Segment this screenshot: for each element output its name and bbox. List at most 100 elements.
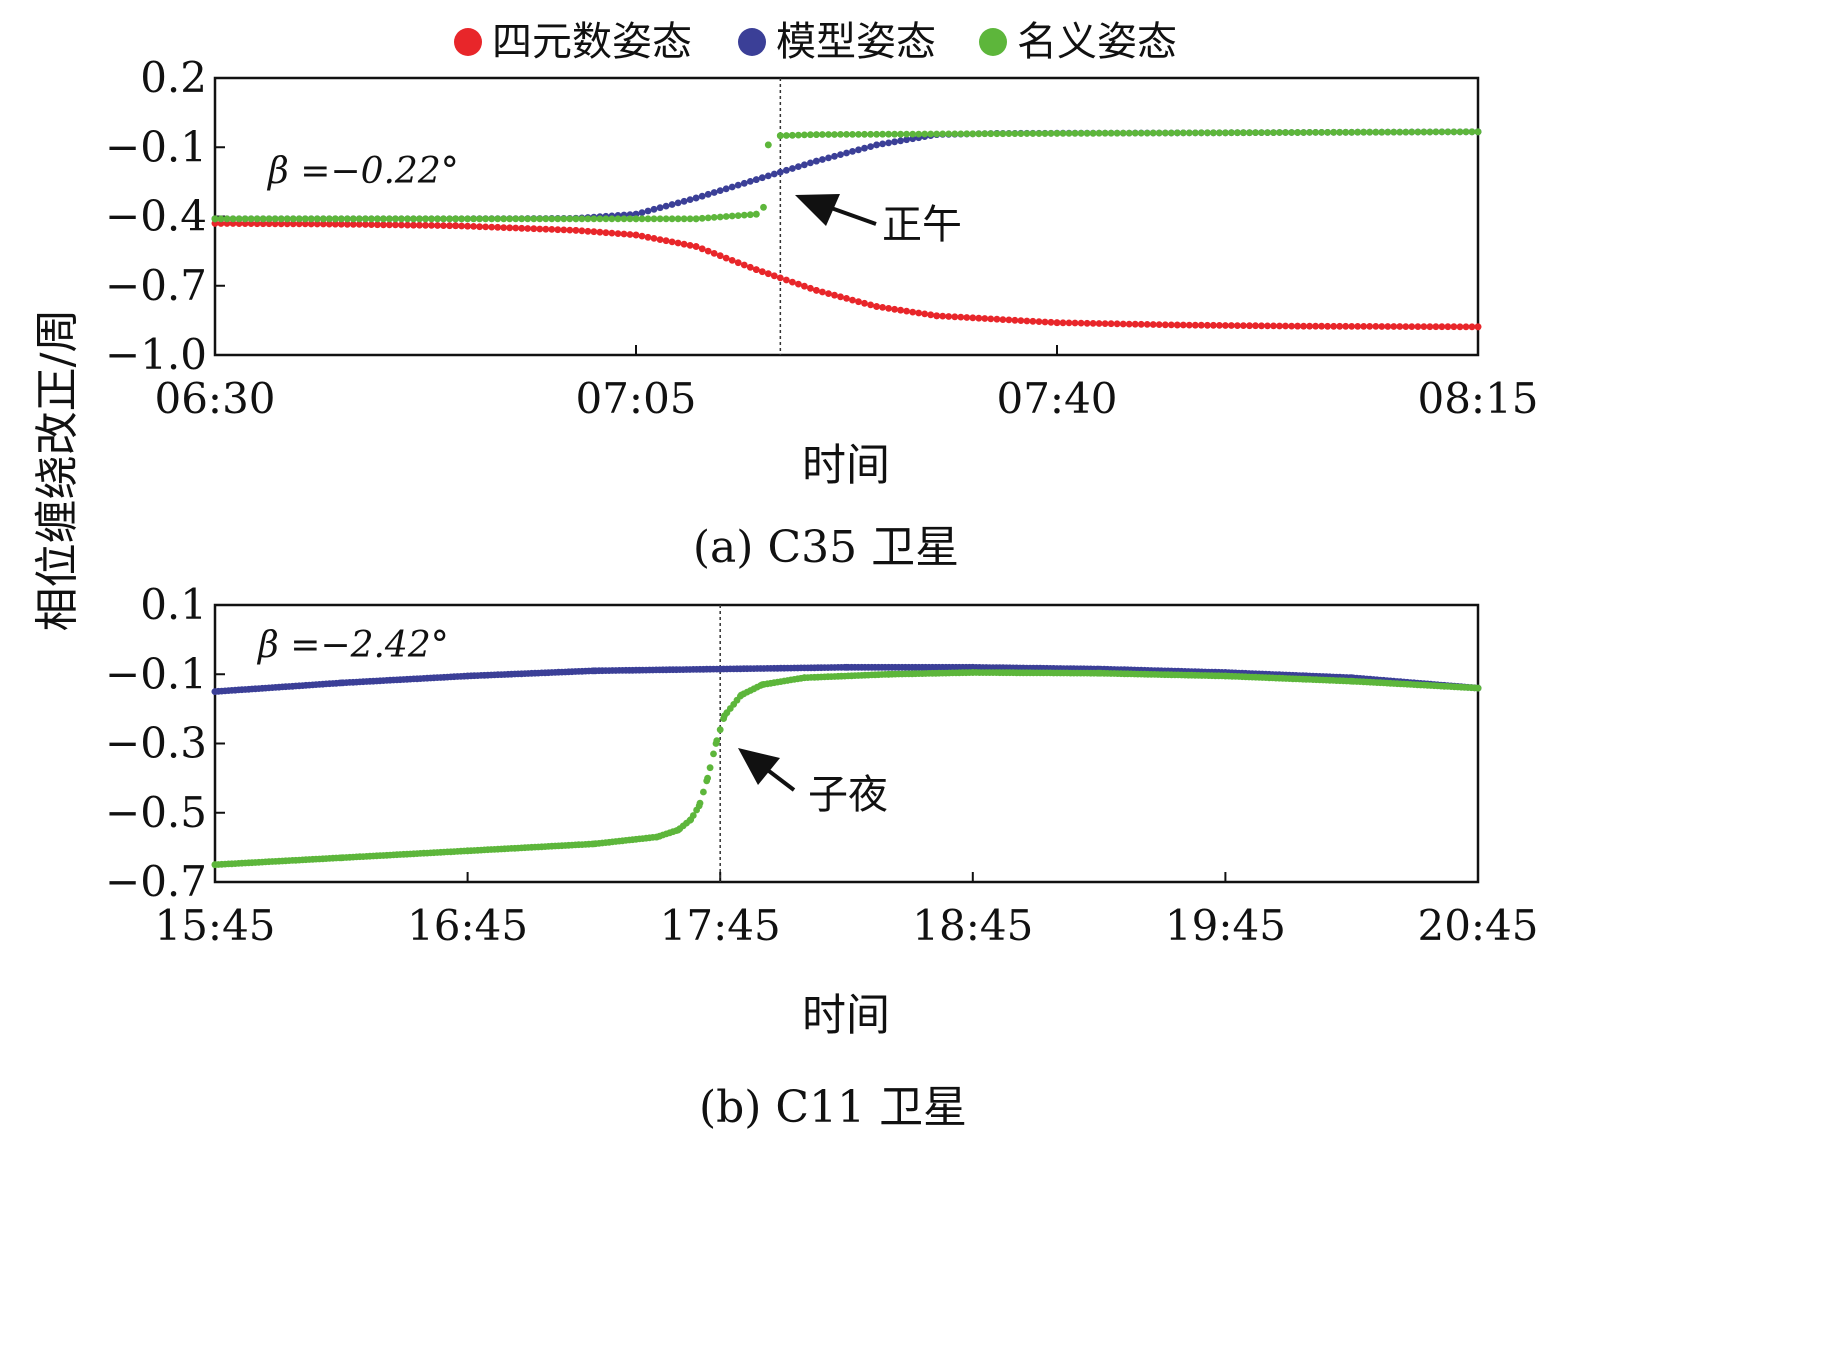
data-point xyxy=(1143,129,1151,137)
data-point xyxy=(813,157,820,165)
data-point xyxy=(398,221,405,229)
data-point xyxy=(566,215,574,223)
data-point xyxy=(349,215,357,223)
data-point xyxy=(700,788,707,796)
data-point xyxy=(1402,323,1410,330)
data-point xyxy=(1324,129,1331,136)
data-point xyxy=(524,215,532,223)
data-point xyxy=(770,272,778,280)
data-point xyxy=(1234,129,1241,137)
data-point xyxy=(1282,322,1289,330)
data-point xyxy=(1396,128,1404,136)
data-point xyxy=(933,130,941,138)
data-point xyxy=(1017,317,1025,324)
data-point xyxy=(891,138,898,146)
data-point xyxy=(1101,320,1109,327)
data-point xyxy=(1252,129,1259,137)
data-point xyxy=(698,192,706,200)
data-point xyxy=(1366,128,1374,136)
data-point xyxy=(1318,129,1325,136)
data-point xyxy=(440,215,447,223)
data-point xyxy=(674,199,682,207)
data-point xyxy=(223,215,231,223)
data-point xyxy=(698,245,706,253)
data-point xyxy=(404,221,411,229)
data-point xyxy=(476,215,483,223)
data-point xyxy=(1324,322,1331,330)
data-point xyxy=(1125,129,1133,137)
data-point xyxy=(1450,323,1458,331)
data-point xyxy=(951,313,959,321)
data-point xyxy=(1119,129,1127,137)
data-point xyxy=(861,144,868,152)
data-point xyxy=(1372,128,1380,136)
data-point xyxy=(686,196,694,204)
data-point xyxy=(1185,129,1193,137)
data-point xyxy=(362,221,369,228)
data-point xyxy=(837,131,844,138)
data-point xyxy=(1077,129,1085,137)
data-point xyxy=(891,305,898,313)
panel-a-x-ticks: 06:30 07:05 07:40 08:15 xyxy=(154,345,1539,423)
panel-b-x-ticks: 15:45 16:45 17:45 18:45 19:45 20:45 xyxy=(154,872,1539,950)
data-point xyxy=(217,220,225,227)
data-point xyxy=(843,149,850,157)
data-point xyxy=(392,215,399,223)
data-point xyxy=(211,861,219,869)
data-point xyxy=(644,215,652,223)
data-point xyxy=(1426,323,1434,331)
data-point xyxy=(590,215,598,223)
data-point xyxy=(1185,321,1193,329)
data-point xyxy=(1095,669,1103,677)
data-point xyxy=(695,802,703,810)
data-point xyxy=(921,310,929,318)
data-point xyxy=(770,170,778,178)
data-point xyxy=(374,215,381,223)
data-point xyxy=(1029,317,1037,325)
data-point xyxy=(1222,672,1229,680)
data-point xyxy=(945,130,953,138)
data-point xyxy=(764,141,772,149)
x-tick-label: 15:45 xyxy=(154,901,275,950)
data-point xyxy=(927,311,935,319)
data-point xyxy=(1354,128,1362,136)
data-point xyxy=(849,131,856,138)
y-tick-label: 0.1 xyxy=(140,580,207,629)
data-point xyxy=(897,306,904,314)
data-point xyxy=(560,215,568,223)
data-point xyxy=(1468,128,1476,136)
series-2 xyxy=(211,128,1482,223)
y-tick-label: −0.1 xyxy=(105,122,207,171)
data-point xyxy=(668,201,676,208)
data-point xyxy=(1360,128,1368,136)
legend-marker-nominal xyxy=(979,28,1007,56)
data-point xyxy=(1432,128,1440,136)
legend: 四元数姿态 模型姿态 名义姿态 xyxy=(454,19,1177,65)
data-point xyxy=(307,220,315,228)
data-point xyxy=(1053,130,1061,137)
data-point xyxy=(319,220,327,228)
data-point xyxy=(1276,322,1283,330)
data-point xyxy=(879,140,886,148)
data-point xyxy=(343,215,351,223)
data-point xyxy=(1131,129,1139,137)
data-point xyxy=(1420,128,1428,136)
data-point xyxy=(1372,323,1380,330)
data-point xyxy=(1342,128,1350,136)
data-point xyxy=(879,130,886,138)
data-point xyxy=(458,215,465,223)
data-point xyxy=(704,190,712,198)
data-point xyxy=(1005,316,1013,324)
data-point xyxy=(1300,322,1307,330)
data-point xyxy=(620,215,628,223)
data-point xyxy=(1318,322,1325,330)
data-point xyxy=(253,215,261,223)
data-point xyxy=(1222,129,1229,137)
data-point xyxy=(355,221,363,228)
data-point xyxy=(915,130,923,138)
data-point xyxy=(422,215,429,223)
data-point xyxy=(957,313,965,321)
data-point xyxy=(987,315,995,323)
data-point xyxy=(362,215,369,223)
data-point xyxy=(1216,322,1223,329)
